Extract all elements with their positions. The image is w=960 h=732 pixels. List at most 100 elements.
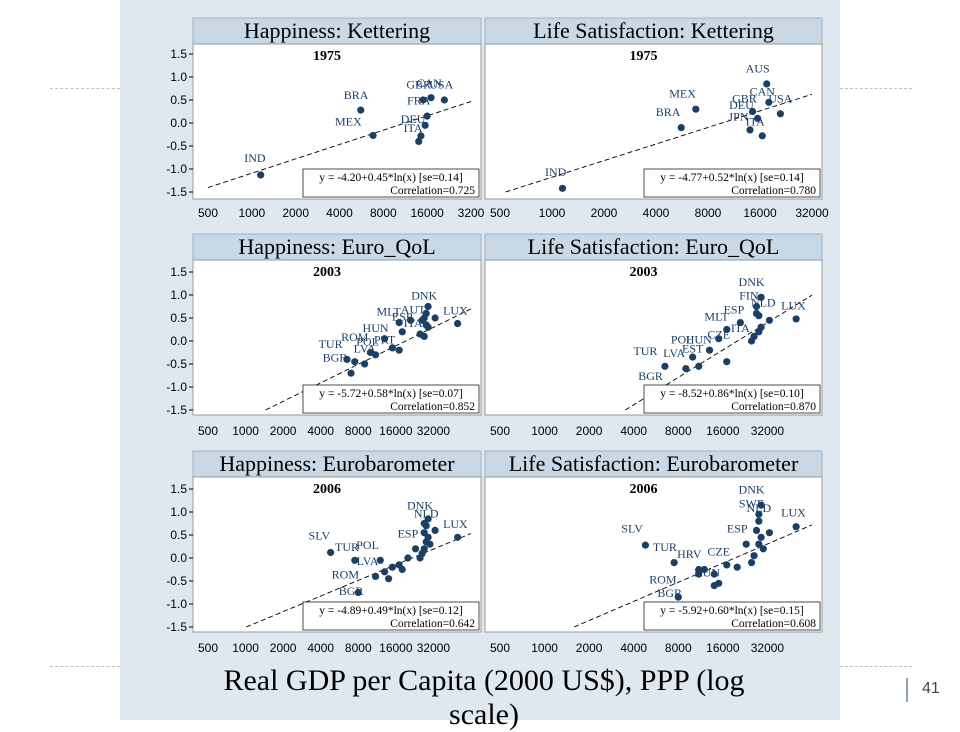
y-tick-label: 0.5 xyxy=(170,93,187,107)
data-point-mex xyxy=(369,131,377,140)
point-label: BGR xyxy=(657,586,682,600)
panel-2: Life Satisfaction: Kettering 1975 500 1000 2… xyxy=(484,17,829,220)
data-point-esp xyxy=(736,319,744,327)
x-tick-label: 8000 xyxy=(345,641,372,655)
point-label: NLD xyxy=(414,507,439,521)
x-tick-label: 500 xyxy=(490,424,510,438)
x-tick-label: 1000 xyxy=(531,424,558,438)
x-tick-label: 16000 xyxy=(706,424,740,438)
correlation-text: Correlation=0.780 xyxy=(731,185,816,197)
point-label: ITA xyxy=(731,321,750,335)
data-point-fra xyxy=(423,112,431,120)
panel-4: Life Satisfaction: Euro_QoL 2003 500 1000 20… xyxy=(484,233,823,438)
x-tick-label: 8000 xyxy=(665,641,692,655)
fit-line xyxy=(265,308,472,411)
panel-6: Life Satisfaction: Eurobarometer 2006 500 1… xyxy=(484,450,823,655)
point-label: TUR xyxy=(653,540,677,554)
data-point-cze xyxy=(723,561,731,569)
panel-3: Happiness: Euro_QoL 2003 1.5 1.0 0.5 0.0 -0.5 -… xyxy=(166,233,482,438)
point-label: POL xyxy=(356,538,379,552)
dashed-rule-bottom-left xyxy=(50,666,120,667)
x-tick-label: 2000 xyxy=(576,641,603,655)
x-tick-label: 500 xyxy=(198,424,218,438)
point-label: ITA xyxy=(404,121,423,135)
data-point-esp xyxy=(406,316,415,324)
data-point-est xyxy=(710,570,718,578)
data-point-irl xyxy=(765,529,774,537)
figure-panel: Happiness: Kettering 1975 1.5 1.0 0.5 0.0 -0.5… xyxy=(120,0,840,720)
fit-line xyxy=(245,533,472,628)
point-label: EST xyxy=(682,342,704,356)
fit-line xyxy=(573,524,813,628)
point-label: CZE xyxy=(707,545,730,559)
x-tick-label: 4000 xyxy=(620,424,647,438)
data-point-mlt xyxy=(395,319,403,327)
point-label: GBR xyxy=(732,91,757,105)
data-point-irl xyxy=(765,316,774,324)
panel-title: Life Satisfaction: Eurobarometer xyxy=(509,451,799,476)
data-point-tur xyxy=(351,556,359,564)
data-point-lva xyxy=(695,570,703,578)
point-label: GBR xyxy=(406,78,431,92)
point-label: FRA xyxy=(407,94,431,108)
point-label: USA xyxy=(429,78,453,92)
x-tick-label: 4000 xyxy=(307,641,334,655)
data-point-lva xyxy=(361,360,369,368)
data-point-aut xyxy=(759,545,767,553)
data-point-irl xyxy=(431,314,439,322)
x-tick-label: 16000 xyxy=(379,424,413,438)
data-point-lux xyxy=(792,315,800,323)
data-point-nld xyxy=(755,312,763,320)
data-point-dnk xyxy=(757,293,765,301)
y-tick-label: -1.5 xyxy=(166,403,187,417)
data-point-lux xyxy=(454,319,462,328)
x-tick-label: 2000 xyxy=(282,206,309,220)
correlation-text: Correlation=0.852 xyxy=(390,401,475,413)
data-point-est xyxy=(371,351,380,359)
x-tick-label: 2000 xyxy=(270,424,297,438)
y-tick-label: -1.5 xyxy=(166,185,187,199)
point-label: ROM xyxy=(332,568,360,582)
data-point-irl xyxy=(431,526,439,535)
point-label: LVA xyxy=(354,342,376,356)
data-point-hun xyxy=(381,335,389,343)
correlation-text: Correlation=0.725 xyxy=(390,185,475,197)
point-label: HRV xyxy=(677,547,702,561)
y-tick-label: 1.5 xyxy=(170,47,187,61)
point-label: HUN xyxy=(686,332,712,346)
panel-5: Happiness: Eurobarometer 2006 1.5 1.0 0.5 0.0… xyxy=(166,450,482,655)
point-label: CZE xyxy=(707,328,730,342)
panel-title: Life Satisfaction: Euro_QoL xyxy=(528,234,780,259)
panel-title: Happiness: Euro_QoL xyxy=(238,234,435,259)
point-label: ESP xyxy=(398,526,419,540)
data-point-swe xyxy=(420,519,428,528)
data-point-slv xyxy=(326,548,335,557)
panel-header xyxy=(484,233,823,261)
data-point-gbr xyxy=(757,533,765,541)
data-point-usa xyxy=(776,110,785,118)
data-point-ita xyxy=(747,559,756,567)
data-point-bgr xyxy=(347,369,355,377)
panel-title: Happiness: Kettering xyxy=(244,18,430,43)
data-point-cze xyxy=(388,344,396,352)
point-label: MEX xyxy=(669,87,696,101)
point-label: ESP xyxy=(724,302,745,316)
x-tick-label: 1000 xyxy=(232,424,259,438)
data-point-swe xyxy=(755,510,763,518)
data-point-tur xyxy=(670,559,678,567)
y-tick-label: 0.0 xyxy=(170,116,187,130)
data-point-mlt xyxy=(723,325,731,334)
data-point-rom xyxy=(674,593,682,601)
year-label: 1975 xyxy=(313,49,341,64)
data-point-lva xyxy=(682,365,690,373)
data-point-esp xyxy=(411,545,420,553)
point-label: BGR xyxy=(638,369,663,383)
data-point-prt xyxy=(398,565,406,574)
point-label: ROM xyxy=(341,330,369,344)
data-point-gbr xyxy=(749,107,757,116)
point-label: DNK xyxy=(739,483,765,497)
data-point-ita xyxy=(758,132,766,140)
point-label: CAN xyxy=(750,84,776,98)
x-tick-label: 32000 xyxy=(417,641,451,655)
point-label: BGR xyxy=(323,351,348,365)
